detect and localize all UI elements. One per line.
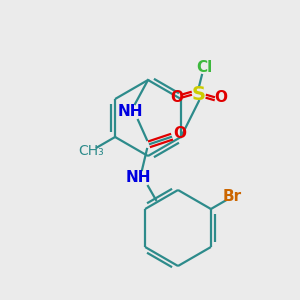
Text: O: O	[173, 127, 187, 142]
Text: Cl: Cl	[196, 59, 212, 74]
Text: O: O	[214, 89, 227, 104]
Text: O: O	[170, 89, 183, 104]
Text: NH: NH	[125, 170, 151, 185]
Text: S: S	[192, 85, 206, 104]
Text: Br: Br	[222, 190, 241, 205]
Text: NH: NH	[117, 104, 143, 119]
Text: CH₃: CH₃	[78, 144, 104, 158]
